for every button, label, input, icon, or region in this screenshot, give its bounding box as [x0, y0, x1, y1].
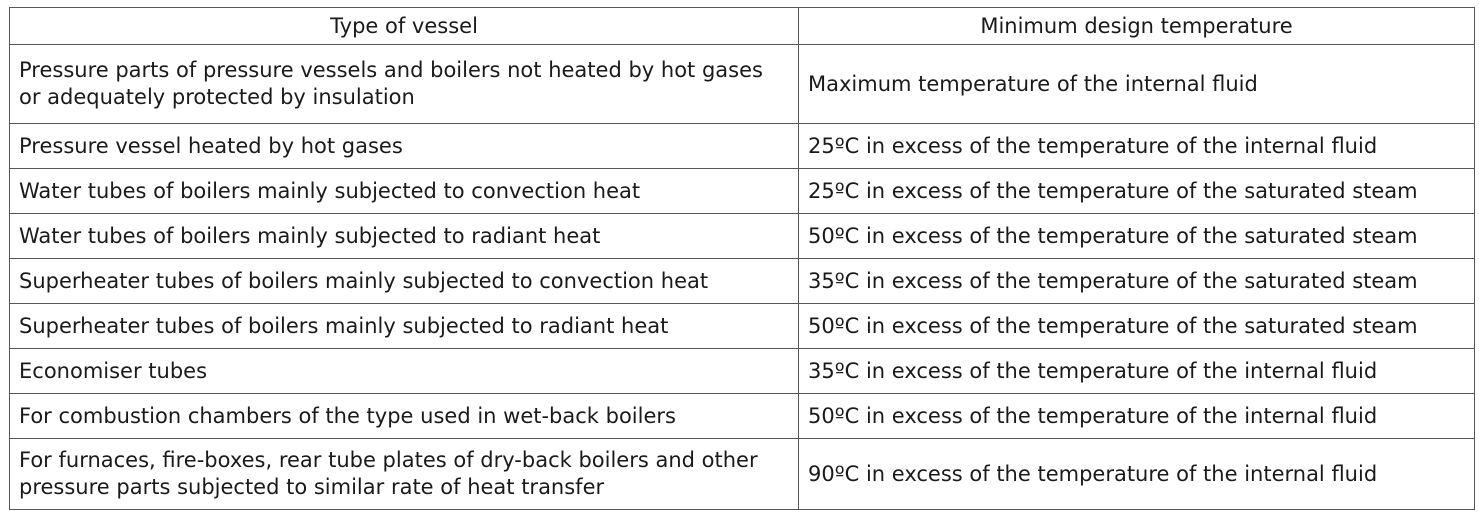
- table-row: For combustion chambers of the type used…: [9, 393, 1475, 439]
- table-row: Pressure vessel heated by hot gases 25ºC…: [9, 123, 1475, 169]
- vessel-type-cell: Economiser tubes: [9, 348, 799, 394]
- vessel-type-cell: For combustion chambers of the type used…: [9, 393, 799, 439]
- temperature-cell: 25ºC in excess of the temperature of the…: [798, 123, 1475, 169]
- header-type-of-vessel: Type of vessel: [9, 7, 799, 45]
- table-row: Water tubes of boilers mainly subjected …: [9, 168, 1475, 214]
- vessel-type-cell: Water tubes of boilers mainly subjected …: [9, 168, 799, 214]
- vessel-type-cell: Superheater tubes of boilers mainly subj…: [9, 303, 799, 349]
- table-row: Economiser tubes 35ºC in excess of the t…: [9, 348, 1475, 394]
- temperature-cell: 25ºC in excess of the temperature of the…: [798, 168, 1475, 214]
- vessel-type-cell: Water tubes of boilers mainly subjected …: [9, 213, 799, 259]
- design-temperature-table: Type of vessel Minimum design temperatur…: [9, 7, 1475, 510]
- temperature-cell: 50ºC in excess of the temperature of the…: [798, 303, 1475, 349]
- table-row: Superheater tubes of boilers mainly subj…: [9, 303, 1475, 349]
- table-row: For furnaces, fire-boxes, rear tube plat…: [9, 438, 1475, 510]
- temperature-cell: 50ºC in excess of the temperature of the…: [798, 213, 1475, 259]
- vessel-type-cell: For furnaces, fire-boxes, rear tube plat…: [9, 438, 799, 510]
- temperature-cell: 35ºC in excess of the temperature of the…: [798, 258, 1475, 304]
- header-minimum-design-temperature: Minimum design temperature: [798, 7, 1475, 45]
- table-row: Water tubes of boilers mainly subjected …: [9, 213, 1475, 259]
- table-row: Pressure parts of pressure vessels and b…: [9, 44, 1475, 124]
- vessel-type-cell: Pressure vessel heated by hot gases: [9, 123, 799, 169]
- vessel-type-cell: Superheater tubes of boilers mainly subj…: [9, 258, 799, 304]
- table-row: Superheater tubes of boilers mainly subj…: [9, 258, 1475, 304]
- temperature-cell: 35ºC in excess of the temperature of the…: [798, 348, 1475, 394]
- vessel-type-cell: Pressure parts of pressure vessels and b…: [9, 44, 799, 124]
- header-row: Type of vessel Minimum design temperatur…: [9, 7, 1475, 45]
- temperature-cell: Maximum temperature of the internal flui…: [798, 44, 1475, 124]
- temperature-cell: 90ºC in excess of the temperature of the…: [798, 438, 1475, 510]
- temperature-cell: 50ºC in excess of the temperature of the…: [798, 393, 1475, 439]
